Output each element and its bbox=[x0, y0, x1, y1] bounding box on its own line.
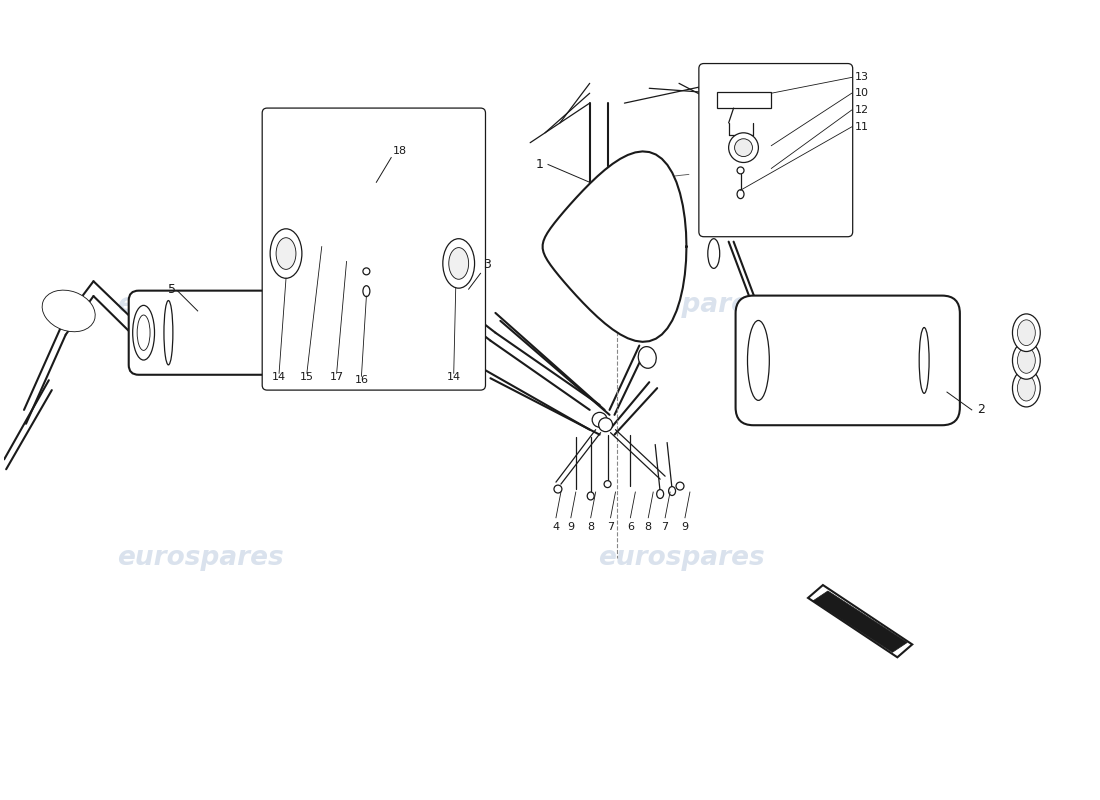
Ellipse shape bbox=[164, 301, 173, 365]
Ellipse shape bbox=[1012, 342, 1041, 379]
Polygon shape bbox=[542, 151, 686, 342]
Ellipse shape bbox=[386, 174, 396, 184]
Text: 3: 3 bbox=[484, 258, 492, 271]
Text: 9: 9 bbox=[681, 522, 689, 532]
FancyBboxPatch shape bbox=[129, 290, 332, 374]
Ellipse shape bbox=[271, 229, 301, 278]
Ellipse shape bbox=[592, 238, 604, 268]
Ellipse shape bbox=[598, 418, 613, 432]
Ellipse shape bbox=[728, 133, 758, 162]
Ellipse shape bbox=[1018, 375, 1035, 401]
Ellipse shape bbox=[342, 174, 352, 184]
Ellipse shape bbox=[363, 268, 370, 275]
Ellipse shape bbox=[737, 167, 744, 174]
Ellipse shape bbox=[638, 346, 657, 368]
Ellipse shape bbox=[587, 492, 594, 500]
Ellipse shape bbox=[133, 306, 154, 360]
Ellipse shape bbox=[449, 248, 469, 279]
Ellipse shape bbox=[363, 286, 370, 297]
Text: 12: 12 bbox=[855, 105, 869, 115]
FancyBboxPatch shape bbox=[698, 63, 852, 237]
Text: 2: 2 bbox=[977, 403, 985, 416]
Polygon shape bbox=[808, 585, 912, 658]
Text: 8: 8 bbox=[645, 522, 652, 532]
Ellipse shape bbox=[375, 295, 393, 319]
Text: 7: 7 bbox=[607, 522, 614, 532]
Ellipse shape bbox=[138, 315, 150, 350]
Text: 10: 10 bbox=[855, 88, 869, 98]
Text: 14: 14 bbox=[447, 372, 461, 382]
FancyBboxPatch shape bbox=[736, 295, 960, 426]
Ellipse shape bbox=[554, 485, 562, 493]
Ellipse shape bbox=[461, 305, 485, 333]
Text: 18: 18 bbox=[393, 146, 407, 155]
Text: 5: 5 bbox=[168, 282, 176, 296]
Text: 15: 15 bbox=[300, 372, 313, 382]
Ellipse shape bbox=[592, 412, 607, 427]
Text: 4: 4 bbox=[552, 522, 560, 532]
Text: 16: 16 bbox=[354, 375, 368, 386]
Text: 9: 9 bbox=[568, 522, 574, 532]
Ellipse shape bbox=[307, 306, 328, 360]
Text: 6: 6 bbox=[627, 522, 634, 532]
Ellipse shape bbox=[311, 315, 323, 350]
Ellipse shape bbox=[338, 299, 355, 323]
Text: eurospares: eurospares bbox=[597, 292, 764, 318]
Ellipse shape bbox=[735, 138, 752, 157]
Text: 11: 11 bbox=[855, 122, 869, 132]
Ellipse shape bbox=[443, 238, 474, 288]
Ellipse shape bbox=[920, 327, 929, 394]
Polygon shape bbox=[813, 591, 908, 652]
Ellipse shape bbox=[1012, 370, 1041, 407]
Ellipse shape bbox=[1018, 320, 1035, 346]
Ellipse shape bbox=[1018, 347, 1035, 374]
Text: 14: 14 bbox=[272, 372, 286, 382]
FancyBboxPatch shape bbox=[262, 108, 485, 390]
Ellipse shape bbox=[737, 190, 744, 198]
Text: eurospares: eurospares bbox=[118, 546, 284, 571]
Text: 1: 1 bbox=[536, 158, 543, 171]
Ellipse shape bbox=[42, 290, 96, 332]
Ellipse shape bbox=[604, 481, 611, 487]
Ellipse shape bbox=[676, 482, 684, 490]
Text: 13: 13 bbox=[855, 72, 869, 82]
Ellipse shape bbox=[657, 490, 663, 498]
Text: 17: 17 bbox=[330, 372, 343, 382]
Ellipse shape bbox=[447, 289, 471, 317]
Ellipse shape bbox=[1012, 314, 1041, 351]
Ellipse shape bbox=[276, 238, 296, 270]
Text: eurospares: eurospares bbox=[118, 292, 284, 318]
Text: eurospares: eurospares bbox=[597, 546, 764, 571]
Ellipse shape bbox=[288, 301, 297, 365]
Bar bbox=[717, 92, 771, 108]
Ellipse shape bbox=[748, 321, 769, 400]
Ellipse shape bbox=[707, 238, 719, 268]
Ellipse shape bbox=[750, 308, 770, 330]
Ellipse shape bbox=[669, 486, 675, 495]
Text: 8: 8 bbox=[587, 522, 594, 532]
Text: 7: 7 bbox=[661, 522, 669, 532]
